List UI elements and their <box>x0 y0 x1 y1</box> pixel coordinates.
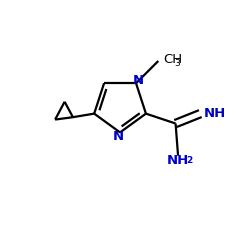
Text: N: N <box>112 130 124 143</box>
Text: NH: NH <box>166 154 189 166</box>
Text: NH: NH <box>203 107 226 120</box>
Text: 3: 3 <box>174 59 180 68</box>
Text: 2: 2 <box>186 156 193 164</box>
Text: CH: CH <box>164 53 183 66</box>
Text: N: N <box>132 74 143 87</box>
